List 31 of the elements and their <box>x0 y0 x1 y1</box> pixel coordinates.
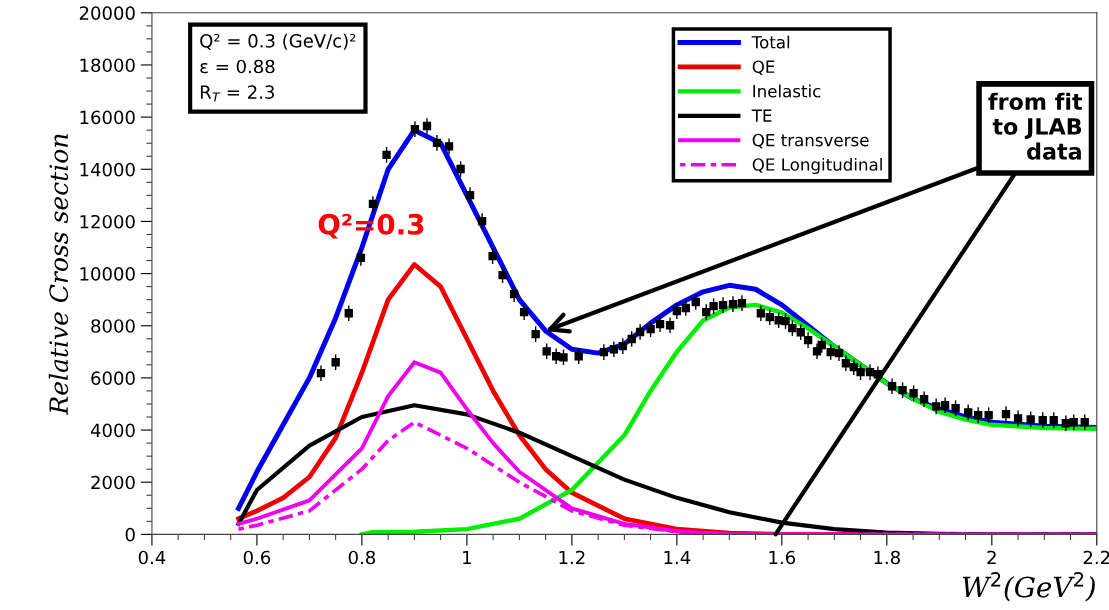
y-tick-label: 2000 <box>91 475 135 490</box>
x-tick-label: 1.8 <box>874 550 900 565</box>
legend-label: Total <box>751 35 790 49</box>
legend-label: TE <box>751 109 772 122</box>
x-axis-title: W$^{2}$(GeV$^{2}$) <box>962 572 1095 602</box>
y-tick-label: 18000 <box>80 58 135 73</box>
y-tick-label: 14000 <box>80 162 135 177</box>
annotation: Q² = 0.3 (GeV/c)² ε = 0.88 R$_{T}$ = 2.3 <box>200 33 356 102</box>
legend-label: Inelastic <box>753 84 821 98</box>
y-tick-label: 20000 <box>79 6 135 20</box>
y-tick-label: 6000 <box>91 371 135 386</box>
y-tick-label: 12000 <box>80 214 135 229</box>
x-tick-label: 1.6 <box>769 550 796 565</box>
x-tick-label: 2.2 <box>1083 550 1109 565</box>
x-tick-label: 0.6 <box>243 550 271 565</box>
y-tick-label: 8000 <box>91 319 135 333</box>
y-tick-label: 4000 <box>90 423 135 438</box>
x-tick-label: 0.8 <box>348 550 376 565</box>
x-tick-label: 1.4 <box>664 550 691 565</box>
legend-label: QE <box>752 60 775 75</box>
x-tick-label: 1 <box>463 550 471 565</box>
annotation: from fit to JLAB data <box>988 92 1083 160</box>
x-tick-label: 1.2 <box>559 550 585 565</box>
y-tick-label: 16000 <box>80 110 135 125</box>
y-axis-title: Relative Cross section <box>48 134 69 415</box>
y-tick-label: 10000 <box>80 267 135 281</box>
x-tick-label: 2 <box>987 550 996 565</box>
legend-label: QE Longitudinal <box>752 157 882 175</box>
legend-label: QE transverse <box>752 133 869 149</box>
y-tick-label: 0 <box>125 527 135 542</box>
x-tick-label: 0.4 <box>138 550 166 565</box>
